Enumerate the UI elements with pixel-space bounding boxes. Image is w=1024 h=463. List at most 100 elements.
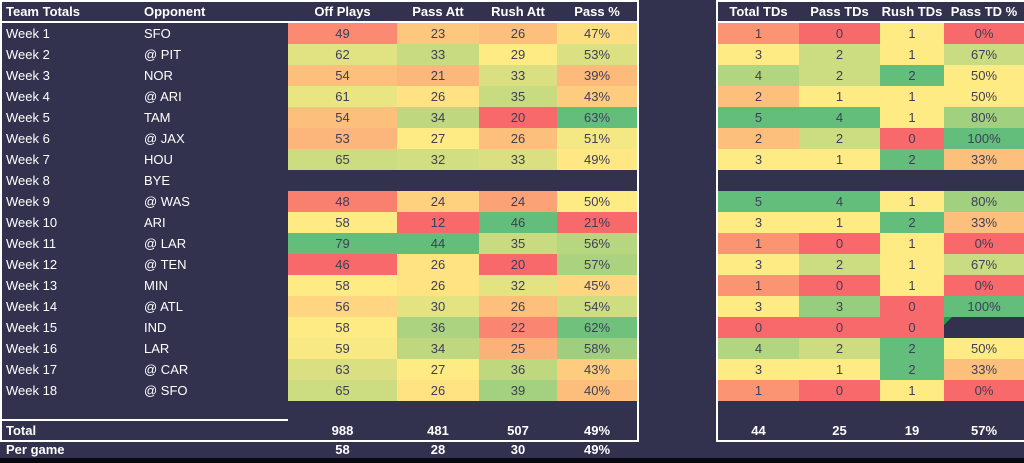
cell-pass-tds[interactable]: 1 [799, 86, 880, 107]
opponent-cell[interactable]: LAR [144, 341, 170, 356]
opponent-cell[interactable]: TAM [144, 110, 171, 125]
cell-pass-att[interactable]: 26 [397, 275, 479, 296]
total-pass-att[interactable]: 481 [427, 423, 449, 438]
cell-pass-att[interactable]: 24 [397, 191, 479, 212]
cell-rush-tds[interactable]: 1 [880, 233, 944, 254]
cell-pass-tds[interactable]: 0 [799, 380, 880, 401]
cell-off-plays[interactable] [288, 170, 397, 191]
week-label-cell[interactable]: Week 11 [6, 236, 57, 251]
cell-off-plays[interactable]: 54 [288, 65, 397, 86]
cell-rush-tds[interactable]: 2 [880, 338, 944, 359]
cell-pass-tds[interactable]: 2 [799, 44, 880, 65]
cell-rush-tds[interactable]: 1 [880, 191, 944, 212]
week-label-cell[interactable]: Week 14 [6, 299, 58, 314]
week-label-cell[interactable]: Week 12 [6, 257, 58, 272]
cell-pass-pct[interactable]: 43% [557, 359, 637, 380]
cell-total-tds[interactable]: 1 [718, 275, 799, 296]
cell-total-tds[interactable]: 3 [718, 44, 799, 65]
cell-rush-att[interactable]: 25 [479, 338, 557, 359]
week-label-cell[interactable]: Week 4 [6, 89, 50, 104]
week-label-cell[interactable]: Week 18 [6, 383, 58, 398]
cell-pass-pct[interactable]: 49% [557, 149, 637, 170]
cell-pass-tds[interactable]: 2 [799, 65, 880, 86]
cell-pass-pct[interactable]: 54% [557, 296, 637, 317]
week-label-cell[interactable]: Week 9 [6, 194, 50, 209]
week-label-cell[interactable]: Week 17 [6, 362, 58, 377]
cell-total-tds[interactable]: 3 [718, 296, 799, 317]
cell-pass-att[interactable]: 44 [397, 233, 479, 254]
cell-pass-tds[interactable]: 4 [799, 107, 880, 128]
cell-pass-td-pct[interactable] [944, 317, 1024, 338]
cell-off-plays[interactable]: 48 [288, 191, 397, 212]
cell-pass-pct[interactable]: 39% [557, 65, 637, 86]
week-label-cell[interactable]: Week 15 [6, 320, 58, 335]
cell-off-plays[interactable]: 65 [288, 149, 397, 170]
opponent-cell[interactable]: @ WAS [144, 194, 190, 209]
cell-pass-att[interactable]: 33 [397, 44, 479, 65]
cell-total-tds[interactable]: 1 [718, 380, 799, 401]
column-header-team-totals[interactable]: Team Totals [6, 4, 80, 19]
cell-off-plays[interactable]: 65 [288, 380, 397, 401]
cell-pass-td-pct[interactable]: 33% [944, 212, 1024, 233]
cell-total-tds[interactable]: 1 [718, 233, 799, 254]
cell-pass-att[interactable]: 26 [397, 254, 479, 275]
cell-rush-tds[interactable]: 1 [880, 44, 944, 65]
cell-pass-att[interactable] [397, 170, 479, 191]
cell-rush-att[interactable]: 22 [479, 317, 557, 338]
cell-off-plays[interactable]: 61 [288, 86, 397, 107]
cell-rush-att[interactable]: 35 [479, 233, 557, 254]
cell-pass-tds[interactable]: 1 [799, 212, 880, 233]
cell-pass-td-pct[interactable]: 50% [944, 86, 1024, 107]
cell-total-tds[interactable]: 2 [718, 86, 799, 107]
cell-pass-att[interactable]: 36 [397, 317, 479, 338]
cell-pass-td-pct[interactable]: 33% [944, 359, 1024, 380]
cell-pass-tds[interactable]: 2 [799, 254, 880, 275]
cell-rush-att[interactable]: 33 [479, 65, 557, 86]
cell-pass-pct[interactable]: 56% [557, 233, 637, 254]
cell-pass-att[interactable]: 34 [397, 338, 479, 359]
cell-total-tds[interactable]: 5 [718, 191, 799, 212]
cell-rush-att[interactable]: 26 [479, 296, 557, 317]
cell-pass-tds[interactable]: 1 [799, 359, 880, 380]
cell-pass-att[interactable]: 27 [397, 128, 479, 149]
cell-pass-att[interactable]: 32 [397, 149, 479, 170]
cell-pass-att[interactable]: 26 [397, 380, 479, 401]
cell-pass-att[interactable]: 21 [397, 65, 479, 86]
cell-pass-att[interactable]: 27 [397, 359, 479, 380]
cell-rush-tds[interactable]: 1 [880, 86, 944, 107]
cell-pass-pct[interactable]: 63% [557, 107, 637, 128]
total-label-cell[interactable]: Total [6, 423, 37, 438]
cell-pass-tds[interactable] [799, 170, 880, 191]
cell-total-tds[interactable]: 4 [718, 65, 799, 86]
cell-pass-td-pct[interactable]: 0% [944, 233, 1024, 254]
cell-off-plays[interactable]: 58 [288, 212, 397, 233]
cell-pass-td-pct[interactable]: 0% [944, 275, 1024, 296]
cell-total-tds[interactable]: 3 [718, 212, 799, 233]
cell-pass-pct[interactable]: 58% [557, 338, 637, 359]
opponent-cell[interactable]: MIN [144, 278, 168, 293]
opponent-cell[interactable]: @ TEN [144, 257, 187, 272]
opponent-cell[interactable]: @ ATL [144, 299, 183, 314]
cell-off-plays[interactable]: 63 [288, 359, 397, 380]
opponent-cell[interactable]: @ JAX [144, 131, 185, 146]
cell-rush-att[interactable]: 24 [479, 191, 557, 212]
cell-pass-td-pct[interactable]: 67% [944, 254, 1024, 275]
cell-pass-pct[interactable]: 47% [557, 23, 637, 44]
cell-pass-td-pct[interactable]: 0% [944, 23, 1024, 44]
cell-total-tds[interactable]: 2 [718, 128, 799, 149]
week-label-cell[interactable]: Week 7 [6, 152, 50, 167]
cell-rush-tds[interactable] [880, 170, 944, 191]
cell-pass-td-pct[interactable]: 50% [944, 338, 1024, 359]
cell-rush-tds[interactable]: 1 [880, 380, 944, 401]
cell-total-tds[interactable]: 0 [718, 317, 799, 338]
total-rush-tds[interactable]: 19 [904, 423, 920, 438]
total-total-tds[interactable]: 44 [751, 423, 766, 438]
cell-total-tds[interactable]: 4 [718, 338, 799, 359]
cell-total-tds[interactable]: 5 [718, 107, 799, 128]
total-rush-att[interactable]: 507 [507, 423, 529, 438]
cell-pass-tds[interactable]: 2 [799, 338, 880, 359]
week-label-cell[interactable]: Week 10 [6, 215, 58, 230]
week-label-cell[interactable]: Week 8 [6, 173, 50, 188]
cell-pass-att[interactable]: 12 [397, 212, 479, 233]
cell-pass-pct[interactable]: 21% [557, 212, 637, 233]
